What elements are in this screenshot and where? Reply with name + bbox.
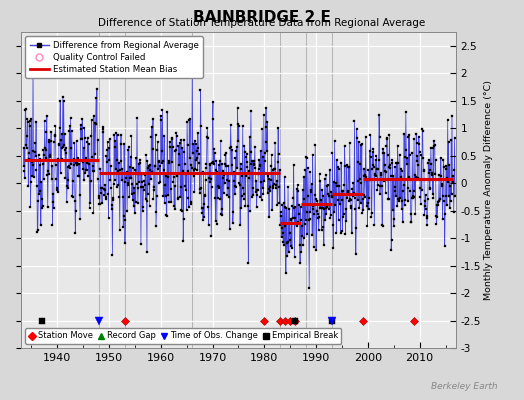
Text: Difference of Station Temperature Data from Regional Average: Difference of Station Temperature Data f… — [99, 18, 425, 28]
Text: BAINBRIDGE 2 E: BAINBRIDGE 2 E — [193, 10, 331, 25]
Text: Berkeley Earth: Berkeley Earth — [431, 382, 498, 391]
Legend: Station Move, Record Gap, Time of Obs. Change, Empirical Break: Station Move, Record Gap, Time of Obs. C… — [25, 328, 342, 344]
Y-axis label: Monthly Temperature Anomaly Difference (°C): Monthly Temperature Anomaly Difference (… — [484, 80, 493, 300]
